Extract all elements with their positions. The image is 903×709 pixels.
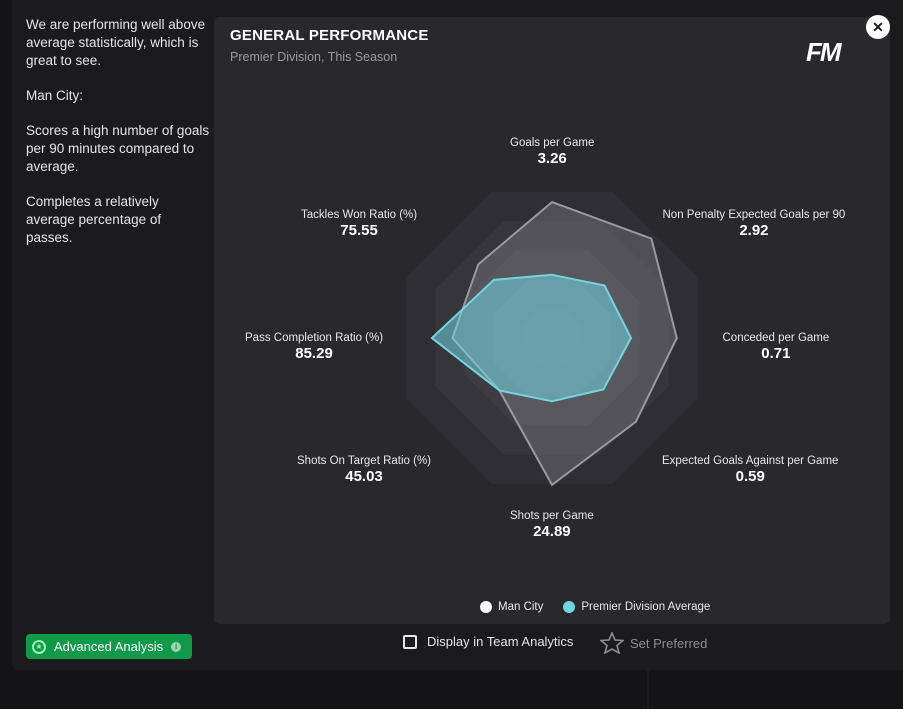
axis-value: 2.92 [739,222,769,239]
fm-logo: FM [806,37,842,67]
chart-legend: Man City Premier Division Average [480,601,710,613]
axis-value: 3.26 [537,150,567,167]
axis-name: Expected Goals Against per Game [662,455,839,467]
analysis-paragraph: Scores a high number of goals per 90 min… [26,123,210,174]
advanced-analysis-button[interactable]: ★ Advanced Analysis i [26,634,192,659]
axis-label: Expected Goals Against per Game 0.59 [662,455,838,485]
axis-name: Conceded per Game [722,332,830,344]
axis-name: Pass Completion Ratio (%) [245,332,384,344]
axis-label: Non Penalty Expected Goals per 90 2.92 [663,209,846,239]
card-title: GENERAL PERFORMANCE [230,27,429,44]
card-subtitle: Premier Division, This Season [230,50,398,64]
series-premier-division-average [430,273,633,403]
close-icon: ✕ [872,19,884,35]
analysis-paragraph: Man City: [26,88,84,103]
performance-card: GENERAL PERFORMANCE Premier Division, Th… [214,17,890,624]
set-preferred-button[interactable]: Set Preferred [600,632,707,654]
close-button[interactable]: ✕ [866,15,890,39]
axis-value: 0.59 [735,468,765,485]
star-icon [600,632,624,654]
axis-name: Goals per Game [510,137,595,149]
axis-name: Non Penalty Expected Goals per 90 [662,209,846,221]
star-badge-icon: ★ [32,639,46,654]
axis-value: 45.03 [345,468,383,485]
axis-label: Shots On Target Ratio (%) 45.03 [297,455,431,485]
legend-label-team: Man City [498,601,544,613]
checkbox[interactable] [403,634,417,649]
advanced-analysis-label: Advanced Analysis [54,639,164,654]
axis-label: Conceded per Game 0.71 [723,332,830,362]
display-in-team-analytics-label: Display in Team Analytics [427,634,574,649]
legend-dot-team [480,601,492,613]
axis-name: Tackles Won Ratio (%) [301,209,418,221]
legend-dot-average [563,601,576,613]
analysis-paragraph: We are performing well above average sta… [26,17,206,68]
radar-chart [406,192,698,487]
axis-label: Tackles Won Ratio (%) 75.55 [301,209,417,239]
axis-label: Goals per Game 3.26 [510,137,594,167]
analysis-paragraph: Completes a relatively average percentag… [26,194,162,245]
axis-value: 75.55 [340,222,378,239]
axis-label: Shots per Game 24.89 [510,510,594,540]
axis-value: 85.29 [295,345,333,362]
info-icon[interactable]: i [171,641,182,652]
display-in-team-analytics-toggle[interactable]: Display in Team Analytics [403,634,573,649]
axis-name: Shots On Target Ratio (%) [297,455,432,467]
axis-name: Shots per Game [510,510,594,522]
legend-label-average: Premier Division Average [581,601,711,613]
axis-value: 0.71 [761,345,791,362]
set-preferred-label: Set Preferred [630,635,708,651]
analysis-text: We are performing well above average sta… [26,16,211,264]
axis-value: 24.89 [533,523,571,540]
axis-label: Pass Completion Ratio (%) 85.29 [245,332,383,362]
